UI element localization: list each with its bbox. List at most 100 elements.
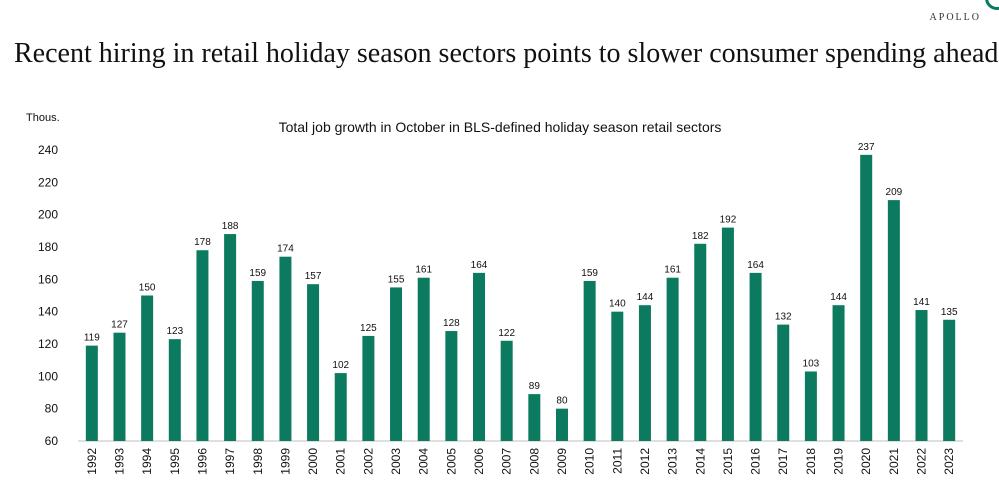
x-tick-label-2004: 2004 <box>417 448 431 475</box>
value-label-2002: 125 <box>360 323 377 334</box>
y-tick-label: 120 <box>38 337 58 351</box>
bar-2012 <box>638 305 651 441</box>
bar-2002 <box>362 335 375 441</box>
y-tick-label: 60 <box>45 434 59 448</box>
value-label-1992: 119 <box>84 333 100 344</box>
bar-2010 <box>583 280 596 441</box>
bar-2011 <box>611 311 624 441</box>
value-label-2016: 164 <box>747 260 764 271</box>
bar-1995 <box>168 339 181 441</box>
x-tick-label-1992: 1992 <box>85 448 99 475</box>
y-tick-label: 80 <box>45 402 59 416</box>
bar-1998 <box>251 280 264 441</box>
value-label-2020: 237 <box>858 142 875 153</box>
x-tick-label-1996: 1996 <box>195 448 209 475</box>
x-tick-label-2005: 2005 <box>444 448 458 475</box>
value-label-1993: 127 <box>111 320 128 331</box>
x-tick-label-2009: 2009 <box>555 448 569 475</box>
bar-2003 <box>390 287 403 441</box>
value-label-2014: 182 <box>692 231 709 242</box>
bar-2008 <box>528 394 541 441</box>
x-tick-label-1998: 1998 <box>251 448 265 475</box>
value-label-2005: 128 <box>443 318 460 329</box>
x-tick-label-2011: 2011 <box>610 448 624 474</box>
y-axis-label: Thous. <box>26 112 60 124</box>
y-tick-label: 160 <box>38 272 58 286</box>
value-label-1996: 178 <box>194 237 211 248</box>
value-labels: 119 127 150 123 178 188 159 174 157 102 125 155 161 1… <box>84 142 958 407</box>
x-tick-label-2021: 2021 <box>887 448 901 475</box>
bar-2019 <box>832 305 845 441</box>
bar-2006 <box>473 272 486 441</box>
chart-title: Total job growth in October in BLS-defin… <box>279 119 722 135</box>
x-tick-label-1993: 1993 <box>112 448 126 475</box>
value-label-2000: 157 <box>305 271 322 282</box>
value-label-2006: 164 <box>471 260 488 271</box>
x-tick-label-2006: 2006 <box>472 448 486 475</box>
bar-1992 <box>85 345 98 441</box>
x-tick-label-1994: 1994 <box>140 448 154 475</box>
x-tick-label-1997: 1997 <box>223 448 237 475</box>
value-label-2022: 141 <box>913 297 930 308</box>
bar-2005 <box>445 331 458 441</box>
value-label-1998: 159 <box>249 268 266 279</box>
x-tick-label-2018: 2018 <box>804 448 818 475</box>
x-tick-label-2023: 2023 <box>942 448 956 475</box>
value-label-2012: 144 <box>637 292 654 303</box>
bar-1993 <box>113 332 126 441</box>
x-tick-label-2020: 2020 <box>859 448 873 475</box>
y-tick-label: 100 <box>38 369 58 383</box>
bar-2016 <box>749 272 762 441</box>
bar-2007 <box>500 340 513 441</box>
value-label-2007: 122 <box>498 328 515 339</box>
bar-2009 <box>555 408 568 441</box>
value-label-2015: 192 <box>720 215 737 226</box>
bar-1999 <box>279 256 292 441</box>
value-label-2009: 80 <box>556 396 568 407</box>
value-label-2013: 161 <box>664 265 681 276</box>
x-tick-label-1999: 1999 <box>278 448 292 475</box>
brand-logo: APOLLO <box>929 12 981 23</box>
bar-1997 <box>224 234 237 441</box>
x-tick-label-2012: 2012 <box>638 448 652 475</box>
x-tick-label-2017: 2017 <box>776 448 790 475</box>
bar-2018 <box>804 371 817 441</box>
value-label-2004: 161 <box>415 265 432 276</box>
x-tick-label-2002: 2002 <box>361 448 375 475</box>
x-tick-label-2000: 2000 <box>306 448 320 475</box>
bar-2013 <box>666 277 679 441</box>
x-tick-label-2013: 2013 <box>666 448 680 475</box>
x-tick-label-2016: 2016 <box>749 448 763 475</box>
x-tick-label-2008: 2008 <box>527 448 541 475</box>
value-label-1994: 150 <box>139 283 156 294</box>
value-label-2003: 155 <box>388 274 405 285</box>
x-tick-label-2010: 2010 <box>583 448 597 475</box>
bar-2000 <box>307 284 320 441</box>
y-tick-label: 220 <box>38 175 58 189</box>
bar-1996 <box>196 250 209 441</box>
bars <box>85 154 956 441</box>
x-tick-label-2022: 2022 <box>915 448 929 475</box>
bar-2017 <box>777 324 790 441</box>
x-tick-label-2007: 2007 <box>500 448 514 475</box>
value-label-2008: 89 <box>529 381 541 392</box>
value-label-2011: 140 <box>609 299 626 310</box>
value-label-1999: 174 <box>277 244 294 255</box>
x-tick-label-2001: 2001 <box>334 448 348 475</box>
value-label-2010: 159 <box>581 268 598 279</box>
x-tick-label-2015: 2015 <box>721 448 735 475</box>
y-tick-label: 140 <box>38 305 58 319</box>
x-axis-ticks: 1992 1993 1994 1995 1996 1997 1998 1999 2000 2001… <box>85 448 956 475</box>
value-label-2001: 102 <box>332 360 349 371</box>
bar-2014 <box>694 243 707 441</box>
x-tick-label-2003: 2003 <box>389 448 403 475</box>
x-tick-label-2014: 2014 <box>693 448 707 475</box>
y-axis-ticks: 60 80 100 120 140 160 180 200 220 240 <box>38 143 58 448</box>
y-tick-label: 200 <box>38 208 58 222</box>
bar-2023 <box>943 319 956 441</box>
x-tick-label-1995: 1995 <box>168 448 182 475</box>
value-label-2018: 103 <box>803 358 820 369</box>
value-label-2023: 135 <box>941 307 958 318</box>
bar-2001 <box>334 373 347 441</box>
